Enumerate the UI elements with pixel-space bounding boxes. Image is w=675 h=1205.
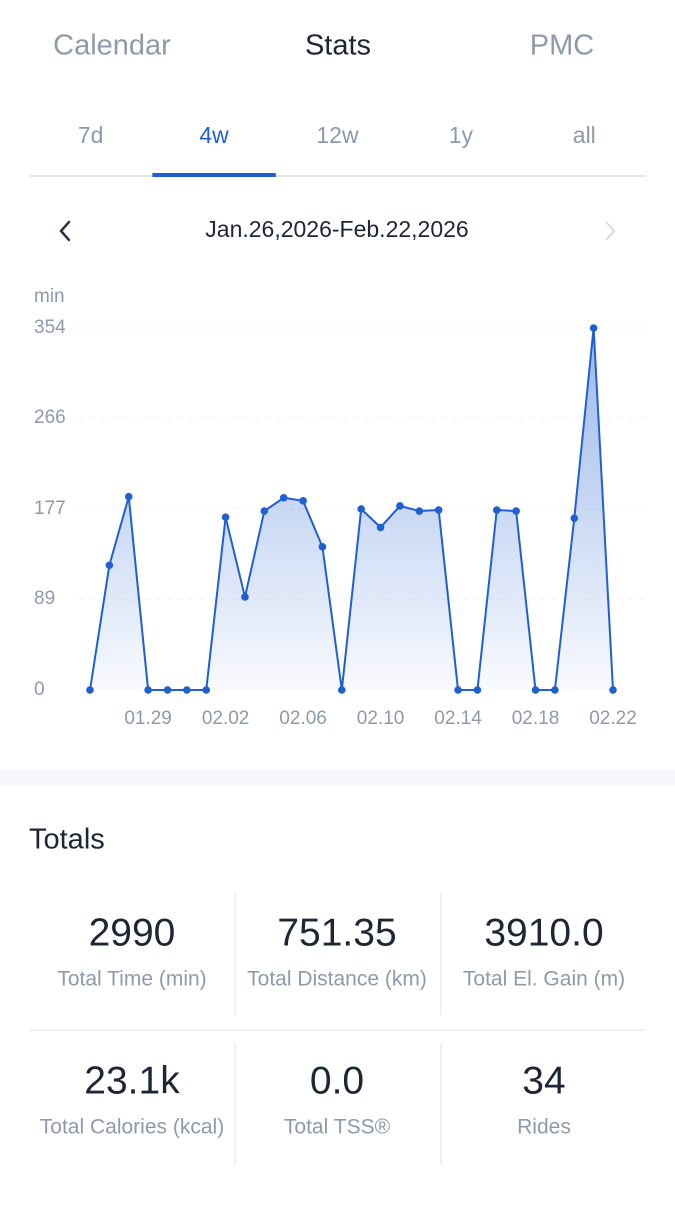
point — [396, 502, 404, 510]
point — [241, 593, 249, 601]
point — [434, 506, 443, 514]
total-label: Total Time (min) — [57, 968, 206, 991]
point — [376, 523, 385, 532]
point — [415, 507, 424, 515]
point — [279, 493, 288, 502]
date-range: Jan.26,2026-Feb.22,2026 — [205, 216, 468, 242]
x-tick-label: 02.18 — [512, 708, 560, 729]
point — [299, 497, 307, 505]
section-gap — [0, 770, 675, 786]
x-tick-label: 01.29 — [124, 708, 172, 729]
total-label: Total El. Gain (m) — [463, 968, 625, 991]
tab[interactable]: PMC — [530, 30, 594, 62]
tab[interactable]: Stats — [305, 30, 371, 62]
x-tick-label: 02.22 — [589, 708, 637, 729]
y-tick-label: 266 — [34, 407, 66, 428]
totals-title: Totals — [29, 824, 105, 856]
point — [144, 686, 152, 694]
total-value: 34 — [522, 1059, 565, 1102]
y-tick-label: 89 — [34, 588, 55, 609]
y-tick-label: 177 — [34, 498, 66, 519]
total-value: 2990 — [89, 911, 176, 954]
x-tick-label: 02.14 — [434, 708, 482, 729]
total-label: Total Distance (km) — [247, 968, 427, 991]
point — [570, 514, 579, 523]
total-label: Total Calories (kcal) — [40, 1116, 224, 1139]
prev-button[interactable] — [59, 220, 71, 242]
next-button[interactable] — [606, 222, 616, 240]
x-tick-label: 02.10 — [357, 708, 405, 729]
point — [492, 506, 501, 514]
total-value: 0.0 — [310, 1059, 364, 1102]
point — [454, 686, 462, 694]
point — [260, 507, 269, 515]
range-tab[interactable]: 4w — [199, 122, 229, 148]
area — [90, 328, 613, 690]
point — [357, 505, 365, 513]
x-tick-label: 02.06 — [279, 708, 327, 729]
line — [89, 327, 614, 691]
point — [221, 513, 230, 521]
point — [589, 324, 598, 332]
point — [124, 492, 133, 501]
point — [105, 561, 114, 570]
range-tab[interactable]: all — [573, 122, 596, 148]
point — [338, 686, 346, 694]
y-tick-label: 0 — [34, 679, 45, 700]
point — [202, 686, 211, 694]
range-underline — [152, 173, 276, 177]
point — [512, 507, 520, 515]
point — [551, 686, 559, 694]
total-value: 751.35 — [277, 911, 396, 954]
point — [609, 686, 617, 694]
total-label: Rides — [517, 1116, 571, 1139]
point — [183, 686, 191, 694]
total-value: 23.1k — [84, 1059, 180, 1102]
point — [86, 686, 94, 694]
point — [531, 686, 540, 694]
total-label: Total TSS® — [284, 1116, 391, 1139]
x-tick-label: 02.02 — [202, 708, 250, 729]
point — [163, 686, 172, 694]
total-value: 3910.0 — [484, 911, 603, 954]
tab[interactable]: Calendar — [53, 30, 171, 62]
point — [318, 543, 327, 551]
y-axis-label: min — [34, 286, 65, 307]
range-tab[interactable]: 7d — [78, 122, 104, 148]
y-tick-label: 354 — [34, 317, 66, 338]
range-tab[interactable]: 1y — [449, 122, 474, 148]
point — [473, 686, 482, 694]
range-tab[interactable]: 12w — [316, 122, 359, 148]
